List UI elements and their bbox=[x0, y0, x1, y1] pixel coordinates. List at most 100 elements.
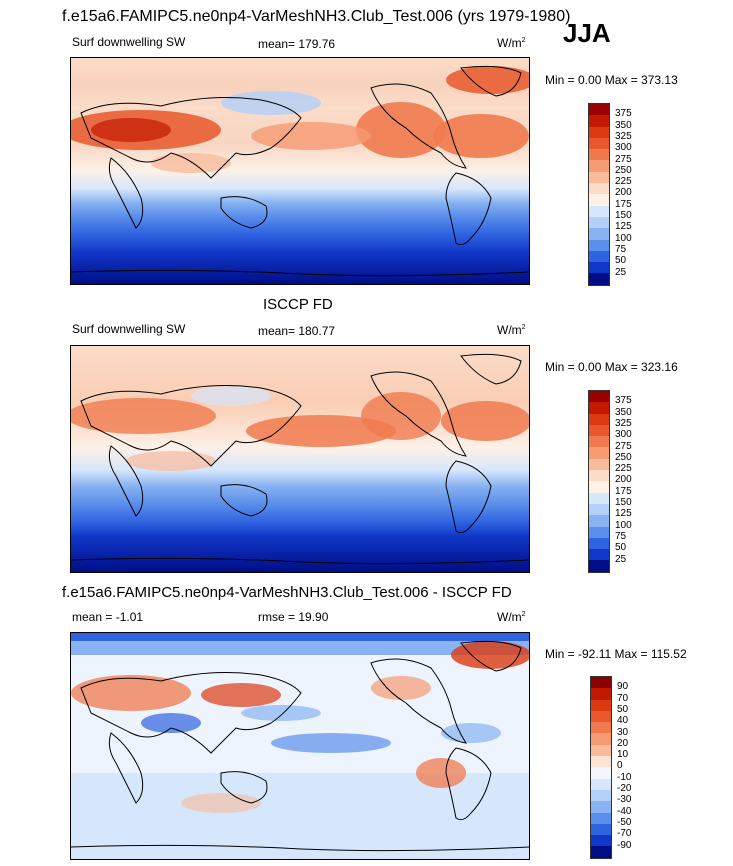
colorbar-swatch bbox=[589, 492, 609, 504]
colorbar-level-label: 125 bbox=[615, 508, 632, 520]
colorbar-swatch bbox=[591, 846, 611, 858]
colorbar-level-label: 75 bbox=[615, 243, 627, 255]
colorbar-swatch bbox=[591, 778, 611, 790]
colorbar-swatch bbox=[589, 228, 609, 240]
colorbar-level-label: 325 bbox=[615, 417, 632, 429]
colorbar-swatch bbox=[589, 391, 609, 403]
colorbar-swatch bbox=[589, 424, 609, 437]
panel3-units: W/m2 bbox=[497, 610, 526, 624]
colorbar-level-label: -20 bbox=[617, 783, 632, 794]
panel1-units: W/m2 bbox=[497, 36, 526, 50]
colorbar-swatch bbox=[591, 823, 611, 836]
colorbar-level-label: -40 bbox=[617, 805, 632, 817]
colorbar-level-label: 75 bbox=[615, 530, 627, 542]
colorbar-swatch bbox=[591, 835, 611, 847]
panel2-heading: ISCCP FD bbox=[263, 296, 333, 313]
season-label: JJA bbox=[563, 18, 611, 48]
panel1-mean-label: mean= 179.76 bbox=[258, 37, 336, 51]
colorbar-swatch bbox=[589, 205, 609, 217]
colorbar-swatch bbox=[589, 402, 609, 414]
colorbar-level-label: 50 bbox=[615, 255, 627, 267]
panel2-minmax: Min = 0.00 Max = 323.16 bbox=[545, 360, 678, 374]
colorbar-level-label: 50 bbox=[615, 542, 627, 554]
colorbar-swatch bbox=[589, 436, 609, 448]
panel3-rmse-label: rmse = 19.90 bbox=[258, 610, 329, 624]
colorbar-level-label: -90 bbox=[617, 839, 632, 851]
colorbar-level-label: 25 bbox=[615, 266, 627, 278]
colorbar-level-label: 200 bbox=[615, 187, 632, 199]
colorbar-swatch bbox=[589, 560, 609, 572]
colorbar-swatch bbox=[589, 526, 609, 538]
colorbar-level-label: 350 bbox=[615, 406, 632, 418]
colorbar-level-label: 25 bbox=[615, 553, 627, 565]
colorbar-level-label: 350 bbox=[615, 119, 632, 131]
colorbar-level-label: 250 bbox=[615, 164, 632, 176]
colorbar-level-label: 300 bbox=[615, 142, 632, 154]
panel2-colorbar-swatches bbox=[588, 390, 610, 573]
colorbar-swatch bbox=[589, 126, 609, 138]
colorbar-swatch bbox=[589, 515, 609, 527]
colorbar-level-label: 175 bbox=[615, 485, 632, 497]
colorbar-swatch bbox=[589, 160, 609, 172]
colorbar-swatch bbox=[589, 413, 609, 425]
colorbar-swatch bbox=[589, 104, 609, 116]
panel3-mean-label: mean = -1.01 bbox=[72, 610, 144, 624]
colorbar-level-label: 150 bbox=[615, 210, 632, 221]
panel2-units: W/m2 bbox=[497, 323, 526, 337]
colorbar-level-label: 275 bbox=[615, 153, 632, 165]
colorbar-swatch bbox=[591, 688, 611, 700]
figure-title: f.e15a6.FAMIPC5.ne0np4-VarMeshNH3.Club_T… bbox=[62, 8, 571, 25]
colorbar-level-label: 40 bbox=[617, 715, 629, 727]
colorbar-level-label: 0 bbox=[617, 760, 623, 772]
colorbar-level-label: 175 bbox=[615, 198, 632, 210]
colorbar-swatch bbox=[589, 470, 609, 482]
colorbar-level-label: 30 bbox=[617, 726, 629, 738]
colorbar-level-label: 90 bbox=[617, 681, 629, 693]
panel2-map bbox=[70, 345, 530, 573]
panel1-variable-label: Surf downwelling SW bbox=[72, 35, 186, 49]
colorbar-swatch bbox=[591, 767, 611, 779]
panel3-minmax: Min = -92.11 Max = 115.52 bbox=[545, 647, 687, 661]
colorbar-level-label: 300 bbox=[615, 429, 632, 441]
colorbar-level-label: 10 bbox=[617, 749, 629, 761]
colorbar-swatch bbox=[589, 239, 609, 251]
colorbar-swatch bbox=[589, 137, 609, 150]
colorbar-swatch bbox=[589, 273, 609, 285]
colorbar-swatch bbox=[591, 710, 611, 723]
colorbar-swatch bbox=[589, 183, 609, 195]
colorbar-level-label: 225 bbox=[615, 176, 632, 188]
colorbar-swatch bbox=[591, 677, 611, 689]
colorbar-swatch bbox=[589, 216, 609, 229]
colorbar-swatch bbox=[589, 194, 609, 206]
colorbar-swatch bbox=[591, 733, 611, 745]
colorbar-swatch bbox=[589, 549, 609, 561]
colorbar-level-label: -30 bbox=[617, 794, 632, 806]
panel2-mean-label: mean= 180.77 bbox=[258, 324, 336, 338]
colorbar-level-label: 200 bbox=[615, 474, 632, 486]
colorbar-level-label: 100 bbox=[615, 519, 632, 531]
colorbar-swatch bbox=[589, 458, 609, 471]
colorbar-level-label: 100 bbox=[615, 232, 632, 244]
colorbar-level-label: -10 bbox=[617, 771, 632, 783]
colorbar-swatch bbox=[589, 115, 609, 127]
colorbar-swatch bbox=[591, 801, 611, 813]
colorbar-level-label: 50 bbox=[617, 703, 629, 715]
colorbar-swatch bbox=[589, 262, 609, 274]
colorbar-level-label: 275 bbox=[615, 440, 632, 452]
colorbar-level-label: -70 bbox=[617, 828, 632, 840]
colorbar-level-label: -50 bbox=[617, 816, 632, 828]
colorbar-level-label: 225 bbox=[615, 463, 632, 475]
colorbar-swatch bbox=[589, 149, 609, 161]
colorbar-swatch bbox=[591, 812, 611, 824]
colorbar-swatch bbox=[591, 699, 611, 711]
colorbar-swatch bbox=[589, 171, 609, 184]
panel2-variable-label: Surf downwelling SW bbox=[72, 322, 186, 336]
colorbar-swatch bbox=[589, 537, 609, 550]
colorbar-level-label: 375 bbox=[615, 108, 632, 120]
panel3-colorbar-swatches bbox=[590, 676, 612, 859]
panel3-map bbox=[70, 632, 530, 860]
colorbar-swatch bbox=[591, 756, 611, 768]
colorbar-swatch bbox=[589, 447, 609, 459]
panel3-heading: f.e15a6.FAMIPC5.ne0np4-VarMeshNH3.Club_T… bbox=[62, 584, 512, 601]
colorbar-level-label: 70 bbox=[617, 692, 629, 704]
